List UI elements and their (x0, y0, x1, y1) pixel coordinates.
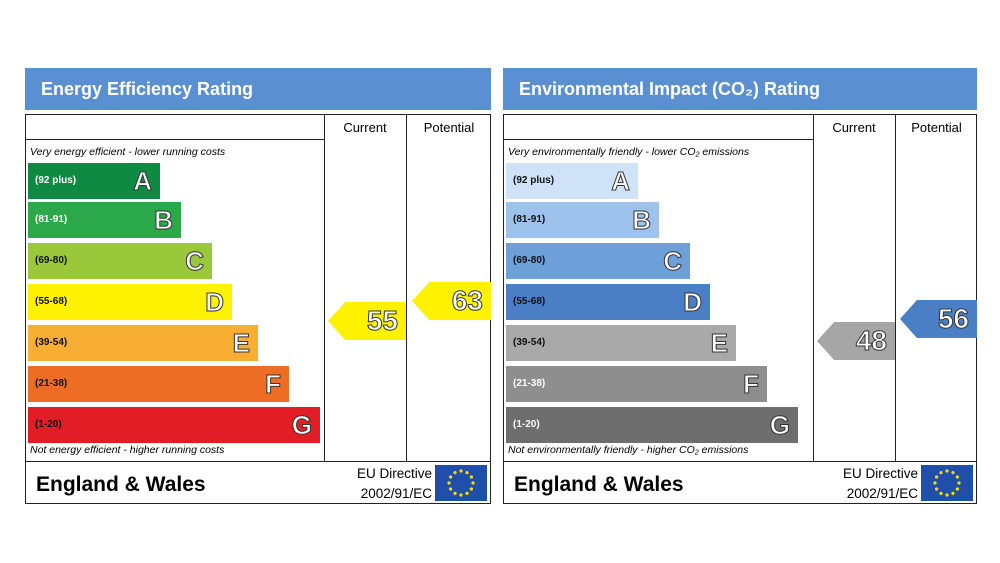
band-range: (81-91) (513, 214, 546, 225)
rating-band: (55-68) D (506, 284, 710, 320)
rating-band: (1-20) G (506, 407, 798, 443)
panel-title: Environmental Impact (CO₂) Rating (503, 68, 977, 110)
top-note: Very environmentally friendly - lower CO… (508, 146, 750, 158)
band-range: (1-20) (513, 419, 540, 430)
band-range: (21-38) (513, 378, 546, 389)
rating-band: (55-68) D (28, 284, 232, 320)
band-letter: B (154, 205, 174, 236)
band-letter: D (205, 287, 225, 318)
top-note: Very energy efficient - lower running co… (30, 146, 226, 158)
band-range: (55-68) (513, 296, 546, 307)
divider (406, 115, 407, 462)
divider (26, 139, 324, 140)
bottom-note: Not energy efficient - higher running co… (30, 444, 225, 456)
column-header: Potential (423, 120, 475, 135)
current-rating-value: 48 (855, 325, 887, 357)
potential-rating-arrow: 63 (412, 282, 491, 320)
current-rating-arrow: 55 (328, 302, 406, 340)
rating-band: (69-80) C (28, 243, 212, 279)
rating-band: (81-91) B (28, 202, 181, 238)
rating-band: (39-54) E (506, 325, 736, 361)
column-header: Current (343, 120, 387, 135)
region-name: England & Wales (514, 473, 684, 496)
rating-band: (21-38) F (28, 366, 289, 402)
rating-panel: Energy Efficiency Rating Current Potential… (25, 68, 491, 504)
region-name: England & Wales (36, 473, 206, 496)
bottom-note: Not environmentally friendly - higher CO… (508, 444, 749, 456)
eu-flag (921, 465, 973, 501)
rating-table: Current Potential Very environmentally fri… (503, 114, 977, 504)
potential-rating-value: 56 (937, 303, 969, 335)
band-letter: A (611, 166, 631, 197)
column-header: Current (832, 120, 876, 135)
band-range: (81-91) (35, 214, 68, 225)
band-range: (69-80) (513, 255, 546, 266)
rating-panel: Environmental Impact (CO₂) Rating Current… (503, 68, 977, 504)
divider (813, 115, 814, 462)
current-rating-arrow: 48 (817, 322, 895, 360)
band-range: (21-38) (35, 378, 68, 389)
band-letter: D (683, 287, 703, 318)
rating-band: (81-91) B (506, 202, 659, 238)
column-header: Potential (911, 120, 962, 135)
directive: EU Directive (356, 466, 432, 481)
divider (324, 115, 325, 462)
rating-band: (69-80) C (506, 243, 690, 279)
rating-band: (1-20) G (28, 407, 320, 443)
divider (504, 461, 976, 462)
band-letter: F (743, 369, 760, 400)
band-letter: E (232, 328, 250, 359)
band-range: (55-68) (35, 296, 68, 307)
band-letter: A (133, 166, 153, 197)
eu-flag (435, 465, 487, 501)
band-range: (1-20) (35, 419, 62, 430)
band-range: (69-80) (35, 255, 68, 266)
rating-table: Current Potential Very energy efficient - … (25, 114, 491, 504)
band-letter: C (663, 246, 683, 277)
current-rating-value: 55 (366, 305, 398, 337)
divider (26, 461, 490, 462)
band-letter: B (632, 205, 652, 236)
band-range: (92 plus) (35, 175, 77, 186)
divider (504, 139, 813, 140)
rating-band: (92 plus) A (506, 163, 638, 199)
rating-band: (39-54) E (28, 325, 258, 361)
band-letter: E (710, 328, 728, 359)
potential-rating-arrow: 56 (900, 300, 977, 338)
rating-band: (92 plus) A (28, 163, 160, 199)
rating-band: (21-38) F (506, 366, 767, 402)
band-range: (39-54) (513, 337, 546, 348)
band-letter: G (291, 410, 312, 441)
band-letter: G (769, 410, 790, 441)
band-range: (92 plus) (513, 175, 555, 186)
band-letter: F (265, 369, 282, 400)
directive-code: 2002/91/EC (846, 486, 918, 501)
directive: EU Directive (842, 466, 918, 481)
band-range: (39-54) (35, 337, 68, 348)
directive-code: 2002/91/EC (360, 486, 432, 501)
potential-rating-value: 63 (451, 285, 483, 317)
band-letter: C (185, 246, 205, 277)
divider (895, 115, 896, 462)
panel-title: Energy Efficiency Rating (25, 68, 491, 110)
